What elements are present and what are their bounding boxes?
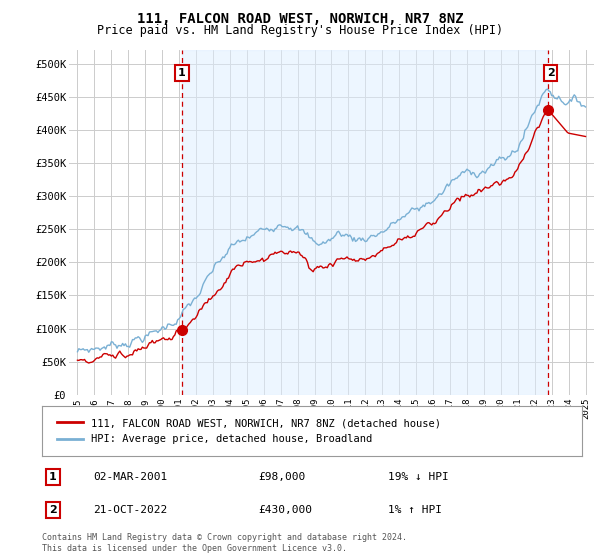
Text: 21-OCT-2022: 21-OCT-2022	[94, 505, 167, 515]
Text: 111, FALCON ROAD WEST, NORWICH, NR7 8NZ: 111, FALCON ROAD WEST, NORWICH, NR7 8NZ	[137, 12, 463, 26]
Text: 02-MAR-2001: 02-MAR-2001	[94, 472, 167, 482]
Text: Contains HM Land Registry data © Crown copyright and database right 2024.
This d: Contains HM Land Registry data © Crown c…	[42, 533, 407, 553]
Text: 1: 1	[49, 472, 56, 482]
Text: 19% ↓ HPI: 19% ↓ HPI	[388, 472, 448, 482]
Text: £98,000: £98,000	[258, 472, 305, 482]
Text: Price paid vs. HM Land Registry's House Price Index (HPI): Price paid vs. HM Land Registry's House …	[97, 24, 503, 37]
Bar	[182, 50, 548, 395]
Text: 1: 1	[178, 68, 186, 78]
Text: 2: 2	[49, 505, 56, 515]
Legend: 111, FALCON ROAD WEST, NORWICH, NR7 8NZ (detached house), HPI: Average price, de: 111, FALCON ROAD WEST, NORWICH, NR7 8NZ …	[53, 414, 445, 449]
Text: £430,000: £430,000	[258, 505, 312, 515]
Text: 1% ↑ HPI: 1% ↑ HPI	[388, 505, 442, 515]
Text: 2: 2	[547, 68, 554, 78]
